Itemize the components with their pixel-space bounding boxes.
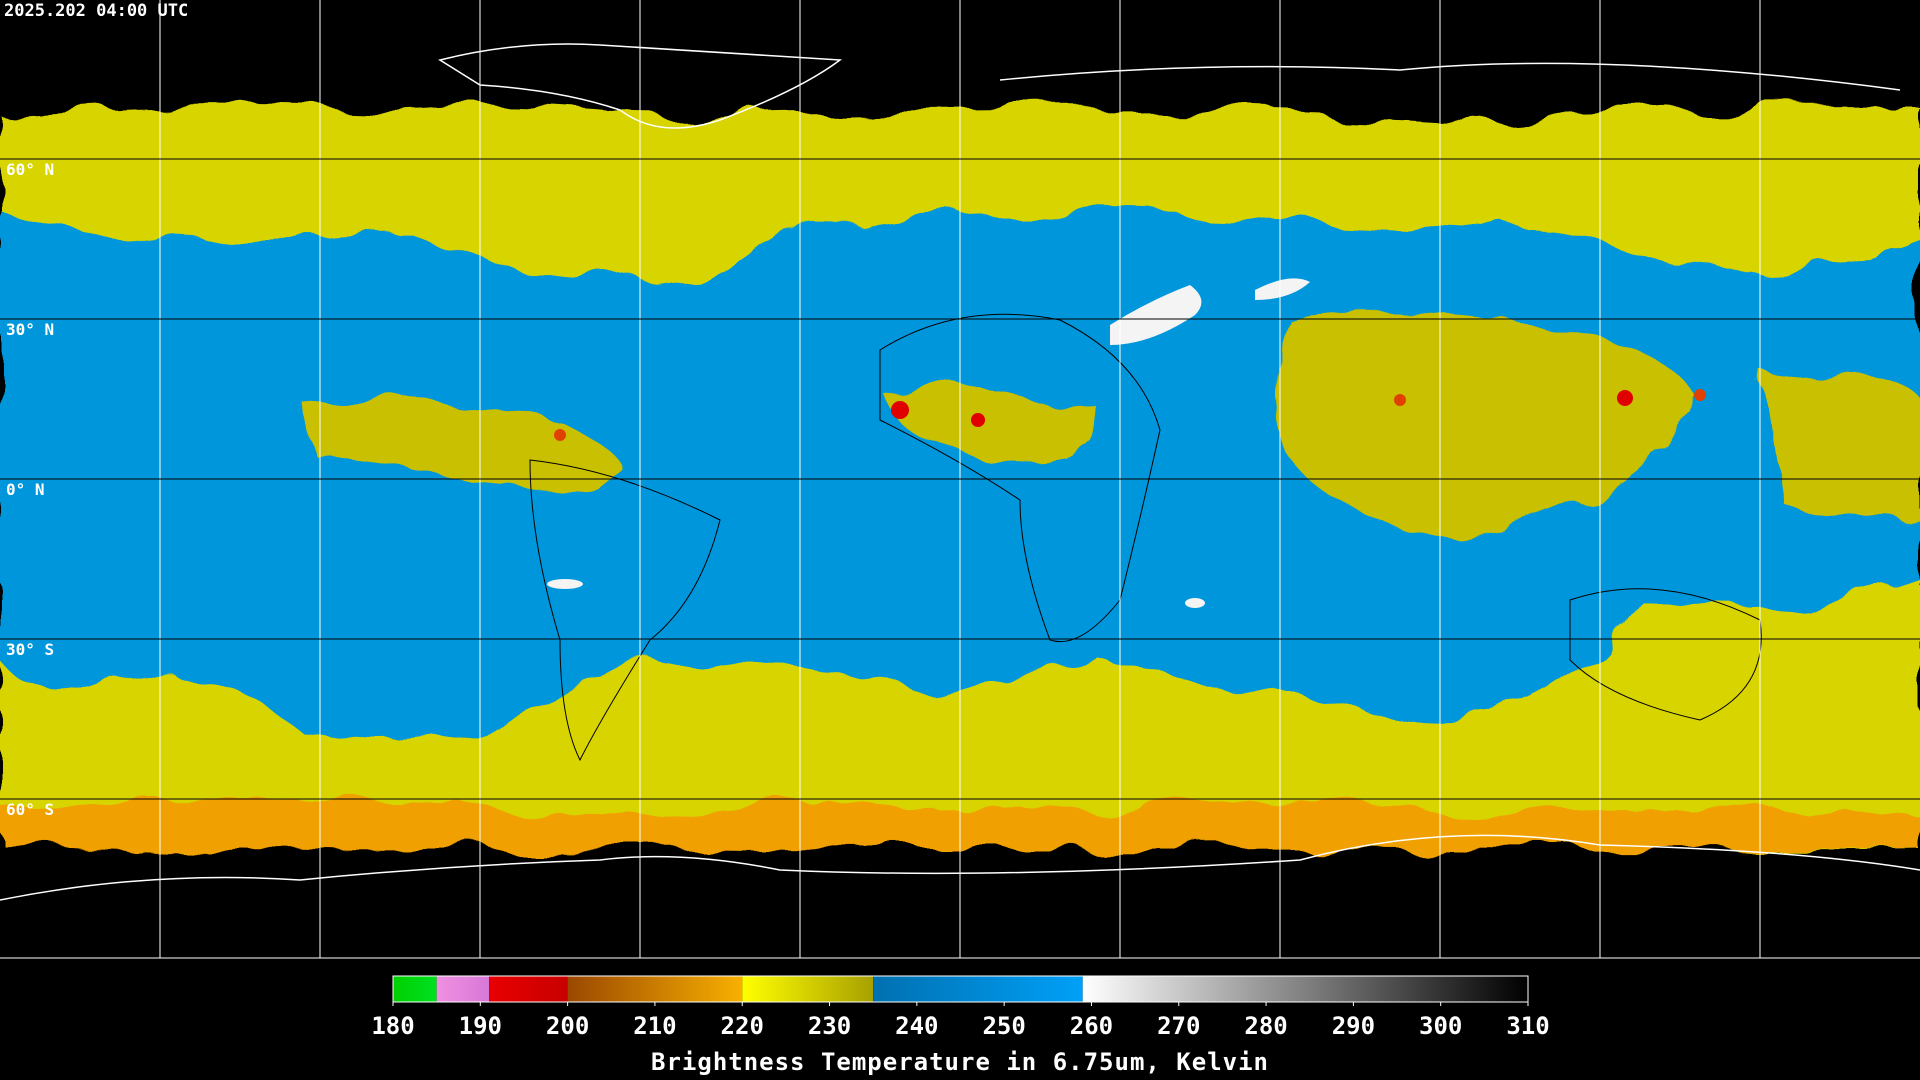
australia <box>1569 588 1762 721</box>
greenland <box>438 43 843 129</box>
tick-label: 200 <box>546 1012 589 1040</box>
timestamp: 2025.202 04:00 UTC <box>4 1 188 21</box>
tick-label: 280 <box>1244 1012 1287 1040</box>
colorbar-frame <box>392 975 1529 1003</box>
latitude-lines <box>0 158 1920 800</box>
colorbar-segment <box>489 976 568 1002</box>
colorbar-segment <box>1082 976 1528 1002</box>
colorbar: 180 190 200 210 220 230 240 250 260 270 280 290 300 3… <box>371 975 1550 1040</box>
storm <box>971 413 985 427</box>
land-outlines <box>529 313 1762 762</box>
storm <box>1617 390 1633 406</box>
dry-spots <box>547 278 1310 608</box>
cold-cores <box>554 389 1706 441</box>
latitude-label: 0° N <box>6 480 45 499</box>
dry-spot <box>1110 285 1202 345</box>
south-america <box>529 459 721 762</box>
colorbar-segment <box>436 976 490 1002</box>
arctic-coast <box>999 62 1901 91</box>
latitude-label: 30° S <box>6 640 54 659</box>
colorbar-segment <box>393 976 437 1002</box>
tick-label: 250 <box>982 1012 1025 1040</box>
itcz-cloud <box>300 397 623 490</box>
storm <box>554 429 566 441</box>
colorbar-segment <box>742 976 874 1002</box>
tick-label: 240 <box>895 1012 938 1040</box>
latitude-label: 60° S <box>6 800 54 819</box>
tick-label: 270 <box>1157 1012 1200 1040</box>
tick-label: 300 <box>1419 1012 1462 1040</box>
storm <box>1394 394 1406 406</box>
storm <box>891 401 909 419</box>
tick-label: 180 <box>371 1012 414 1040</box>
tick-label: 310 <box>1506 1012 1549 1040</box>
colorbar-title: Brightness Temperature in 6.75um, Kelvin <box>651 1048 1269 1076</box>
colorbar-segment <box>567 976 743 1002</box>
africa-cloud <box>880 387 1101 462</box>
colorbar-segment <box>873 976 1083 1002</box>
dry-spot <box>1255 278 1310 300</box>
tick-label: 190 <box>459 1012 502 1040</box>
tick-label: 230 <box>808 1012 851 1040</box>
tick-label: 290 <box>1332 1012 1375 1040</box>
monsoon-cloud <box>1275 312 1700 540</box>
dry-spot <box>1185 598 1205 608</box>
latitude-label: 30° N <box>6 320 54 339</box>
tick-label: 260 <box>1070 1012 1113 1040</box>
tick-label: 220 <box>721 1012 764 1040</box>
pacific-cloud <box>1760 368 1920 523</box>
tick-label: 210 <box>633 1012 676 1040</box>
latitude-label: 60° N <box>6 160 54 179</box>
dry-spot <box>547 579 583 589</box>
storm <box>1694 389 1706 401</box>
africa <box>879 313 1161 643</box>
